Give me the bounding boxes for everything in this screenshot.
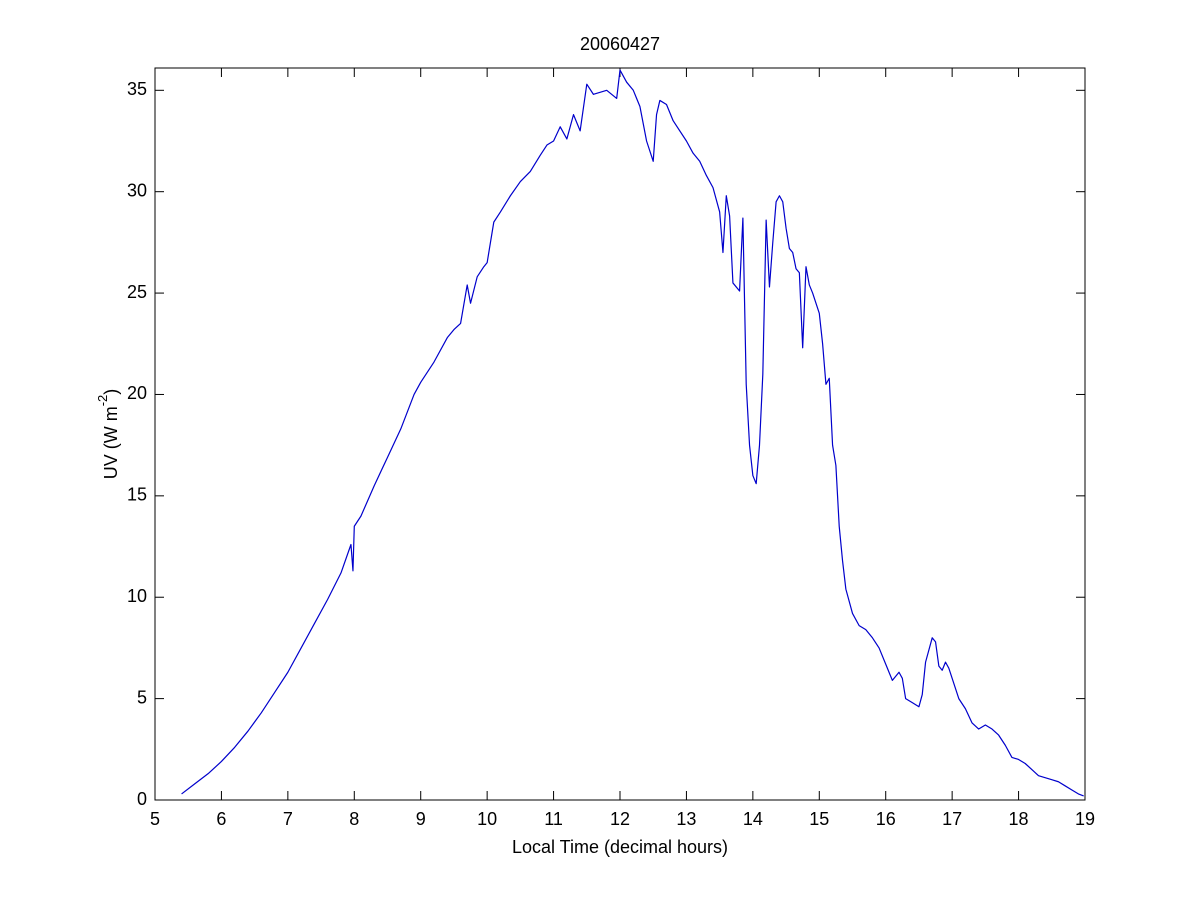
y-tick-label: 30 — [127, 180, 147, 200]
x-tick-label: 13 — [676, 809, 696, 829]
y-tick-label: 0 — [137, 789, 147, 809]
x-tick-label: 15 — [809, 809, 829, 829]
y-axis-label-superscript: -2 — [95, 395, 110, 407]
x-tick-label: 12 — [610, 809, 630, 829]
plot-frame — [154, 67, 1086, 801]
x-tick-label: 10 — [477, 809, 497, 829]
x-tick-label: 16 — [876, 809, 896, 829]
x-tick-label: 19 — [1075, 809, 1095, 829]
y-axis-label: UV (W m-2) — [95, 389, 120, 480]
x-tick-label: 11 — [544, 809, 563, 829]
y-tick-label: 25 — [127, 282, 147, 302]
x-tick-label: 9 — [416, 809, 426, 829]
data-line — [181, 69, 1084, 797]
x-tick-label: 17 — [942, 809, 962, 829]
y-axis-label-text: UV (W m — [101, 406, 121, 479]
chart-title: 20060427 — [580, 34, 660, 54]
x-tick-label: 5 — [150, 809, 160, 829]
x-tick-label: 7 — [283, 809, 293, 829]
y-tick-label: 20 — [127, 383, 147, 403]
x-tick-label: 18 — [1009, 809, 1029, 829]
x-tick-label: 6 — [216, 809, 226, 829]
y-tick-label: 35 — [127, 79, 147, 99]
x-tick-label: 8 — [349, 809, 359, 829]
y-axis-label-end: ) — [101, 389, 121, 395]
x-tick-label: 14 — [743, 809, 763, 829]
x-axis-label: Local Time (decimal hours) — [512, 837, 728, 857]
y-tick-label: 5 — [137, 687, 147, 707]
y-tick-label: 15 — [127, 485, 147, 505]
y-tick-label: 10 — [127, 586, 147, 606]
